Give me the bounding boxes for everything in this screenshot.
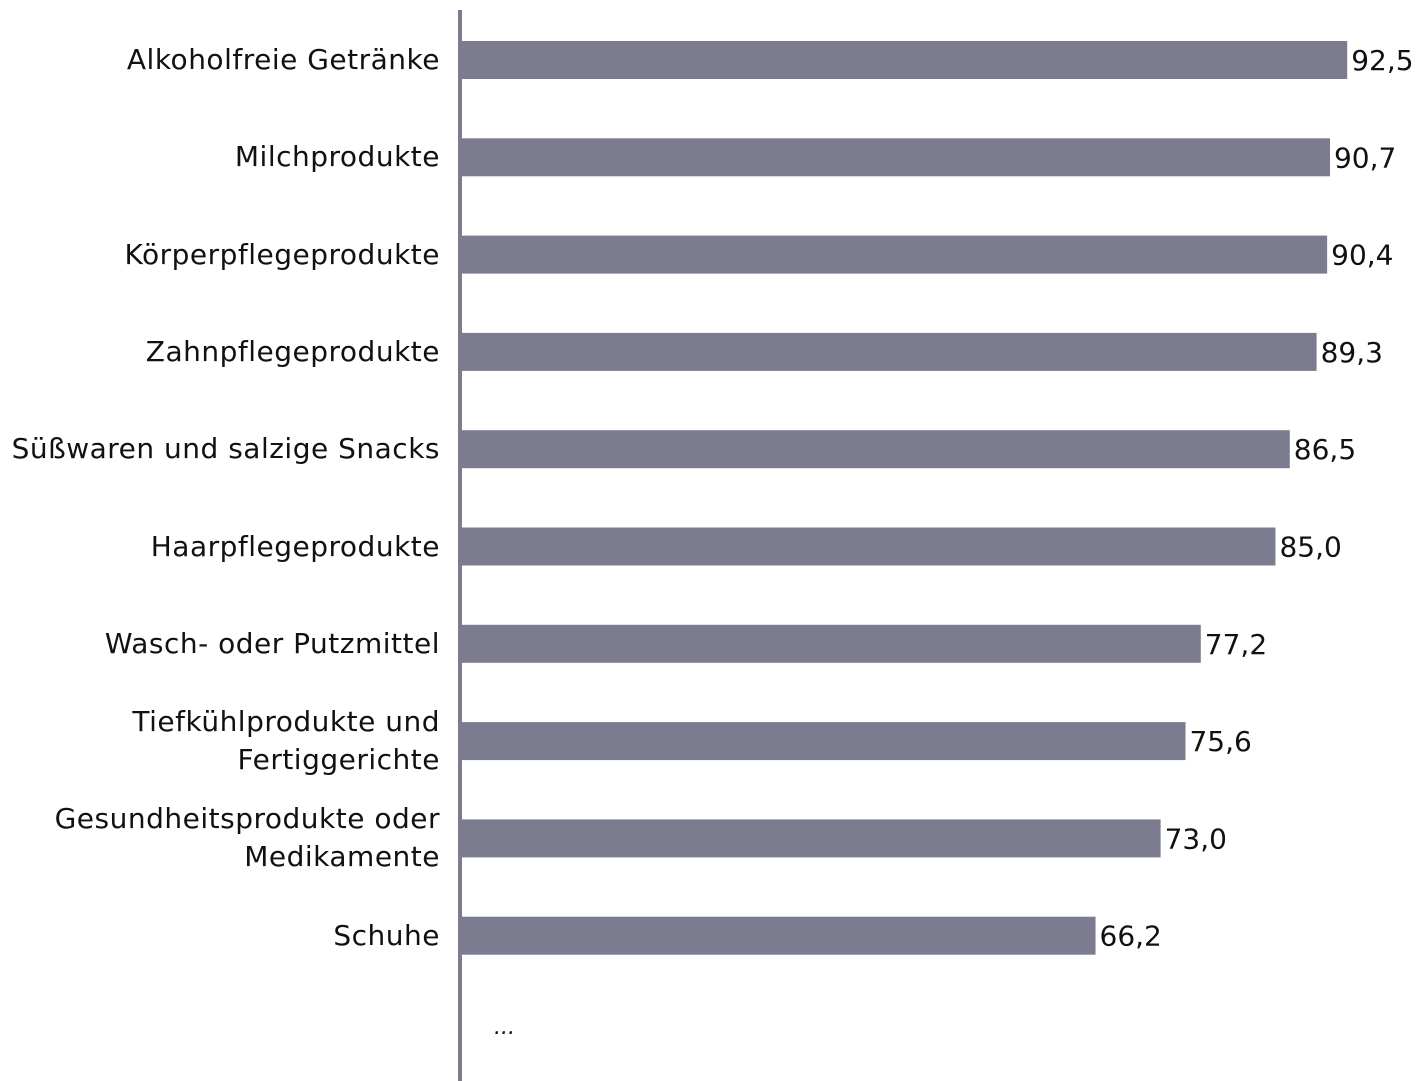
value-label: 75,6: [1189, 725, 1251, 758]
bar: [462, 722, 1186, 761]
category-label: Gesundheitsprodukte oder Medikamente: [54, 802, 440, 874]
bar: [462, 41, 1348, 79]
bar: [462, 332, 1317, 371]
category-label: Milchprodukte: [234, 140, 440, 174]
bar: [462, 527, 1276, 566]
bar: [462, 138, 1330, 177]
annotation: ...: [494, 1015, 515, 1040]
category-label: Körperpflegeprodukte: [124, 237, 440, 271]
category-label: Tiefkühlprodukte und Fertiggerichte: [132, 705, 440, 777]
category-label: Wasch- oder Putzmittel: [104, 626, 440, 660]
bar: [462, 430, 1290, 469]
bar: [462, 916, 1096, 955]
value-label: 66,2: [1100, 920, 1162, 953]
value-label: 85,0: [1279, 531, 1341, 564]
category-label: Alkoholfreie Getränke: [126, 43, 440, 76]
value-label: 86,5: [1294, 433, 1356, 466]
category-label: Schuhe: [333, 918, 440, 952]
category-label: Zahnpflegeprodukte: [145, 334, 440, 368]
value-label: 89,3: [1321, 336, 1383, 369]
value-label: 90,4: [1331, 239, 1393, 272]
bar: [462, 235, 1328, 274]
value-label: 73,0: [1165, 822, 1227, 855]
bar: [462, 819, 1161, 858]
value-label: 90,7: [1334, 141, 1396, 174]
category-label: Haarpflegeprodukte: [150, 529, 440, 563]
value-label: 77,2: [1205, 628, 1267, 661]
category-label: Süßwaren und salzige Snacks: [11, 432, 440, 466]
value-label: 92,5: [1351, 44, 1413, 77]
bar: [462, 624, 1201, 663]
